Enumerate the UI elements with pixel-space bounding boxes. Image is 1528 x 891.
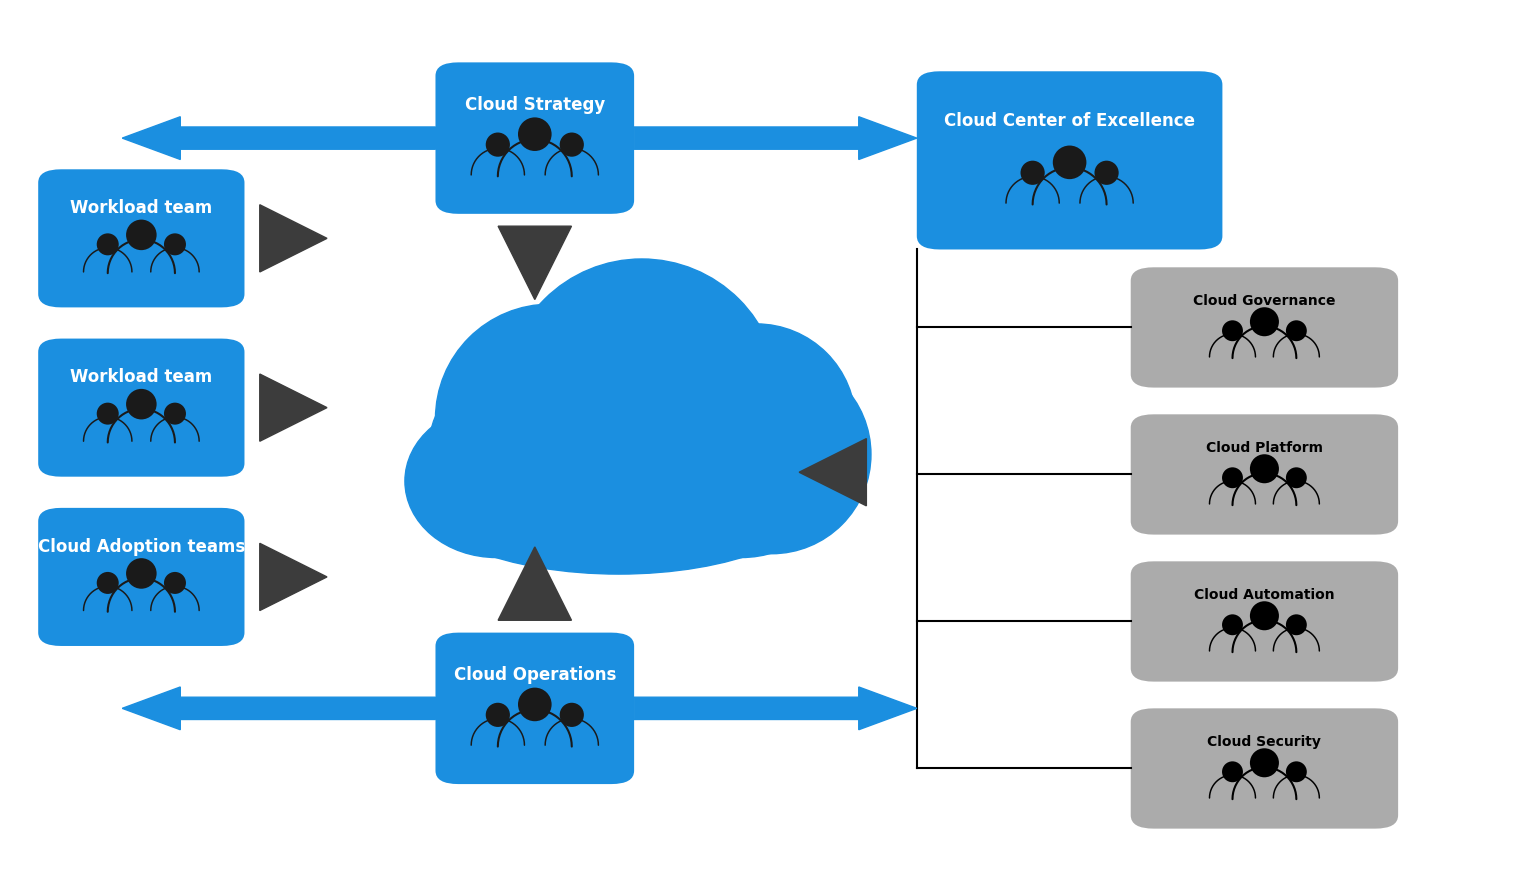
Ellipse shape (125, 558, 157, 589)
FancyBboxPatch shape (38, 339, 244, 477)
Polygon shape (498, 547, 571, 620)
Polygon shape (122, 687, 435, 730)
Ellipse shape (1250, 748, 1279, 777)
Ellipse shape (481, 347, 756, 561)
Text: Cloud Governance: Cloud Governance (1193, 294, 1335, 308)
Text: Workload team: Workload team (70, 199, 212, 217)
Text: Cloud Center of Excellence: Cloud Center of Excellence (944, 112, 1195, 130)
Text: Cloud Adoption teams: Cloud Adoption teams (38, 537, 244, 556)
Ellipse shape (163, 233, 186, 256)
Ellipse shape (125, 388, 157, 420)
Ellipse shape (559, 133, 584, 157)
Ellipse shape (672, 356, 871, 553)
FancyBboxPatch shape (1131, 561, 1398, 682)
Ellipse shape (1287, 761, 1306, 782)
FancyBboxPatch shape (1131, 708, 1398, 829)
FancyBboxPatch shape (435, 633, 634, 784)
Ellipse shape (1250, 454, 1279, 483)
Polygon shape (122, 117, 435, 159)
FancyBboxPatch shape (38, 169, 244, 307)
FancyBboxPatch shape (38, 508, 244, 646)
Ellipse shape (163, 572, 186, 594)
FancyBboxPatch shape (1131, 267, 1398, 388)
Text: Workload team: Workload team (70, 368, 212, 387)
Ellipse shape (1021, 160, 1045, 184)
Text: Cloud Operations: Cloud Operations (454, 666, 616, 684)
Ellipse shape (1287, 467, 1306, 488)
FancyBboxPatch shape (435, 62, 634, 214)
Ellipse shape (435, 304, 665, 534)
Polygon shape (498, 226, 571, 299)
Ellipse shape (486, 133, 510, 157)
Ellipse shape (504, 259, 779, 534)
FancyBboxPatch shape (1131, 414, 1398, 535)
Ellipse shape (1222, 320, 1242, 341)
Ellipse shape (413, 406, 825, 574)
Ellipse shape (96, 233, 119, 256)
Ellipse shape (559, 703, 584, 727)
Polygon shape (634, 117, 917, 159)
Text: Cloud Automation: Cloud Automation (1193, 588, 1335, 602)
Ellipse shape (96, 572, 119, 594)
Polygon shape (799, 438, 866, 506)
Ellipse shape (1222, 761, 1242, 782)
Ellipse shape (649, 405, 833, 558)
Polygon shape (260, 544, 327, 610)
Text: Cloud Security: Cloud Security (1207, 735, 1322, 749)
Ellipse shape (1250, 307, 1279, 336)
FancyBboxPatch shape (917, 71, 1222, 249)
Ellipse shape (163, 403, 186, 425)
Ellipse shape (1053, 145, 1086, 179)
Ellipse shape (1250, 601, 1279, 630)
Polygon shape (260, 374, 327, 441)
Ellipse shape (1287, 320, 1306, 341)
Ellipse shape (518, 688, 552, 721)
Ellipse shape (1222, 614, 1242, 635)
Ellipse shape (518, 118, 552, 151)
Ellipse shape (1287, 614, 1306, 635)
Ellipse shape (657, 324, 856, 522)
Ellipse shape (428, 356, 626, 553)
Polygon shape (260, 205, 327, 272)
Ellipse shape (1222, 467, 1242, 488)
Text: Cloud Strategy: Cloud Strategy (465, 95, 605, 114)
Text: Cloud Platform: Cloud Platform (1206, 441, 1323, 455)
Ellipse shape (96, 403, 119, 425)
Ellipse shape (405, 405, 588, 558)
Polygon shape (634, 687, 917, 730)
Ellipse shape (486, 703, 510, 727)
Ellipse shape (125, 219, 157, 250)
Ellipse shape (1094, 160, 1118, 184)
